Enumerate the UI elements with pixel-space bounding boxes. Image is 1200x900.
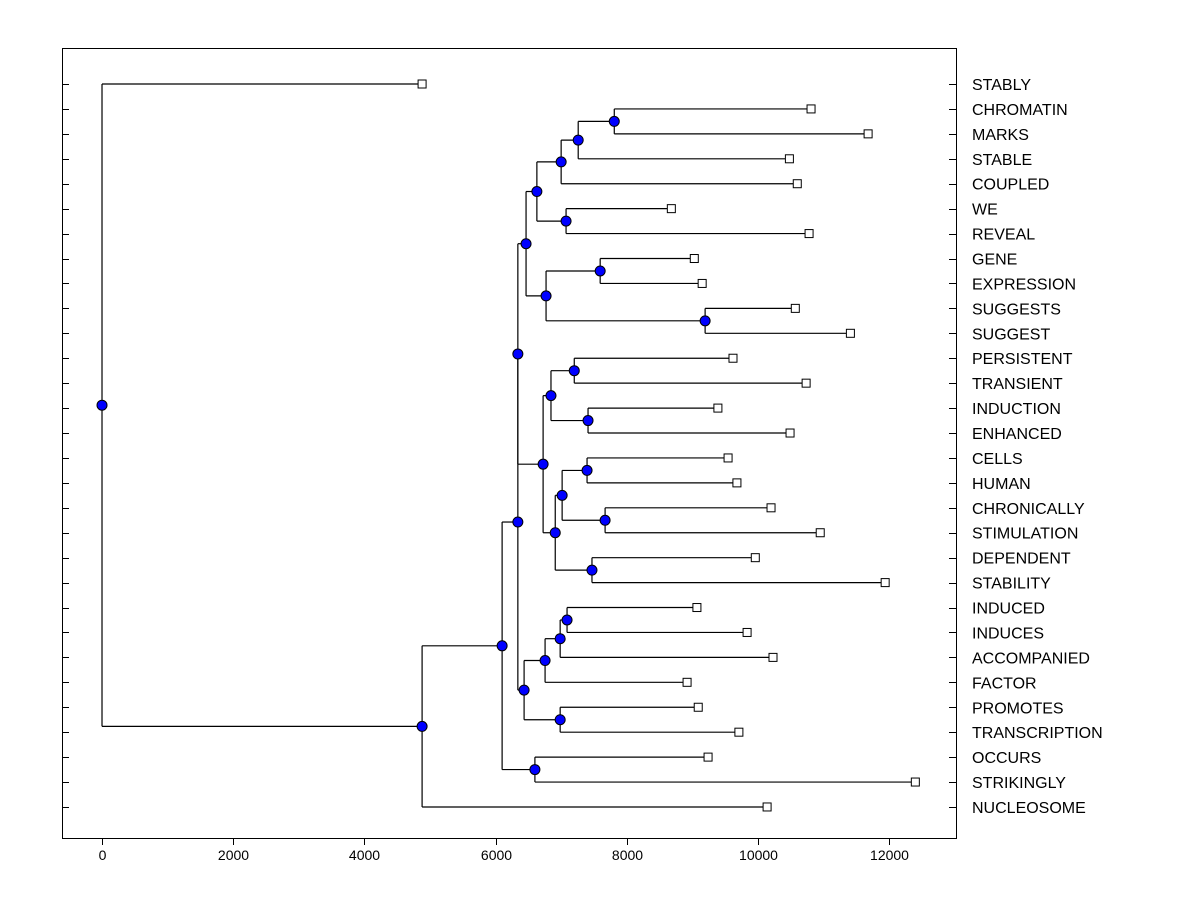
cluster-node (520, 238, 532, 250)
leaf-label: STABLY (972, 77, 1031, 94)
leaf-marker (693, 702, 703, 712)
leaf-marker (682, 677, 692, 687)
leaf-marker (713, 403, 723, 413)
cluster-node (699, 315, 711, 327)
leaf-label: GENE (972, 252, 1017, 269)
cluster-node (608, 115, 620, 127)
leaf-label: SUGGEST (972, 326, 1050, 343)
leaf-label: PROMOTES (972, 700, 1064, 717)
leaf-marker (723, 453, 733, 463)
leaf-label: MARKS (972, 127, 1029, 144)
leaf-marker (742, 627, 752, 637)
leaf-label: ACCOMPANIED (972, 650, 1090, 667)
leaf-marker (804, 229, 814, 239)
leaf-marker (697, 278, 707, 288)
leaf-marker (790, 303, 800, 313)
cluster-node (512, 348, 524, 360)
cluster-node (549, 527, 561, 539)
leaf-label: OCCURS (972, 750, 1041, 767)
leaf-label: REVEAL (972, 227, 1035, 244)
leaf-marker (766, 503, 776, 513)
leaf-label: INDUCES (972, 625, 1044, 642)
leaf-marker (728, 353, 738, 363)
leaf-label: STRIKINGLY (972, 775, 1066, 792)
leaf-label: CHROMATIN (972, 102, 1068, 119)
leaf-label: INDUCED (972, 601, 1045, 618)
cluster-node (540, 290, 552, 302)
leaf-marker (910, 777, 920, 787)
leaf-marker (689, 254, 699, 264)
cluster-node (572, 134, 584, 146)
leaf-marker (792, 179, 802, 189)
leaf-marker (703, 752, 713, 762)
cluster-node (599, 514, 611, 526)
leaf-label: EXPRESSION (972, 276, 1076, 293)
x-tick-label: 8000 (612, 847, 643, 863)
leaf-label: FACTOR (972, 675, 1037, 692)
leaf-marker (815, 528, 825, 538)
leaf-label: INDUCTION (972, 401, 1061, 418)
leaf-marker (666, 204, 676, 214)
cluster-node (539, 655, 551, 667)
cluster-node (96, 399, 108, 411)
leaf-marker (785, 428, 795, 438)
x-tick-label: 4000 (349, 847, 380, 863)
cluster-node (555, 156, 567, 168)
leaf-marker (692, 603, 702, 613)
leaf-marker (880, 578, 890, 588)
leaf-label: NUCLEOSOME (972, 800, 1086, 817)
leaf-label: PERSISTENT (972, 351, 1073, 368)
leaf-marker (417, 79, 427, 89)
plot-frame (62, 48, 957, 839)
leaf-marker (801, 378, 811, 388)
leaf-label: COUPLED (972, 177, 1049, 194)
leaf-label: TRANSIENT (972, 376, 1063, 393)
leaf-label: TRANSCRIPTION (972, 725, 1103, 742)
cluster-node (581, 464, 593, 476)
leaf-label: STABILITY (972, 576, 1051, 593)
leaf-label: ENHANCED (972, 426, 1062, 443)
cluster-node (496, 640, 508, 652)
cluster-node (586, 564, 598, 576)
cluster-node (554, 633, 566, 645)
leaf-label: CELLS (972, 451, 1023, 468)
cluster-node (518, 684, 530, 696)
leaf-marker (784, 154, 794, 164)
leaf-label: WE (972, 202, 998, 219)
x-tick-label: 2000 (218, 847, 249, 863)
cluster-node (537, 458, 549, 470)
cluster-node (594, 265, 606, 277)
leaf-marker (768, 652, 778, 662)
cluster-node (416, 720, 428, 732)
x-tick-label: 12000 (870, 847, 909, 863)
cluster-node (556, 489, 568, 501)
cluster-node (560, 215, 572, 227)
leaf-label: STABLE (972, 152, 1032, 169)
leaf-label: CHRONICALLY (972, 501, 1085, 518)
leaf-marker (734, 727, 744, 737)
leaf-marker (732, 478, 742, 488)
cluster-node (561, 614, 573, 626)
cluster-node (512, 516, 524, 528)
cluster-node (568, 365, 580, 377)
leaf-marker (762, 802, 772, 812)
cluster-node (529, 764, 541, 776)
cluster-node (582, 415, 594, 427)
leaf-label: STIMULATION (972, 526, 1078, 543)
leaf-marker (750, 553, 760, 563)
leaf-label: DEPENDENT (972, 551, 1071, 568)
leaf-label: SUGGESTS (972, 301, 1061, 318)
x-tick-label: 6000 (481, 847, 512, 863)
x-tick-label: 0 (99, 847, 107, 863)
leaf-marker (845, 328, 855, 338)
cluster-node (554, 714, 566, 726)
leaf-marker (806, 104, 816, 114)
leaf-marker (863, 129, 873, 139)
cluster-node (545, 390, 557, 402)
leaf-label: HUMAN (972, 476, 1031, 493)
x-tick-label: 10000 (739, 847, 778, 863)
cluster-node (531, 186, 543, 198)
